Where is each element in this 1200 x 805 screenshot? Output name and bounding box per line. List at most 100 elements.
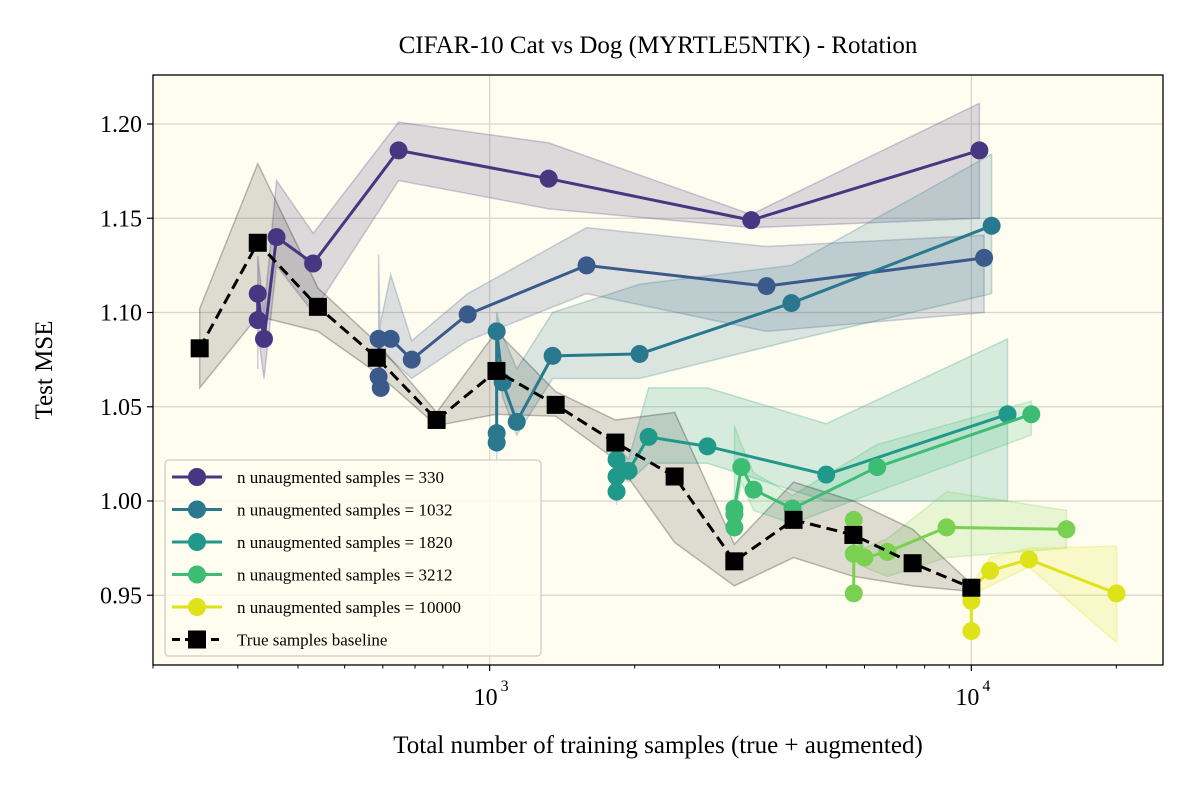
- legend-entry: n unaugmented samples = 1032: [172, 500, 452, 520]
- data-point: [619, 461, 638, 480]
- data-point: [698, 437, 717, 456]
- data-point: [606, 433, 625, 452]
- legend-marker: [188, 630, 206, 649]
- series-3: [607, 405, 1017, 501]
- series-2: [487, 216, 1001, 452]
- data-point: [962, 578, 981, 597]
- data-point: [1019, 550, 1038, 569]
- data-point: [757, 277, 776, 296]
- data-point: [725, 552, 744, 571]
- data-point: [402, 350, 421, 369]
- band-series-0: [257, 102, 981, 379]
- data-point: [665, 467, 684, 486]
- data-point: [487, 424, 506, 443]
- legend-marker: [188, 500, 206, 519]
- series-line: [198, 240, 972, 590]
- data-point: [630, 344, 649, 363]
- y-axis-label: Test MSE: [31, 321, 58, 420]
- y-tick-label: 0.95: [100, 583, 142, 609]
- y-tick-label: 1.20: [100, 112, 142, 138]
- data-point: [1057, 520, 1076, 539]
- data-point: [267, 228, 286, 247]
- data-point: [381, 329, 400, 348]
- series-0: [248, 141, 989, 348]
- legend-entry: n unaugmented samples = 330: [172, 468, 444, 487]
- data-point: [742, 211, 761, 230]
- chart-title: CIFAR-10 Cat vs Dog (MYRTLE5NTK) - Rotat…: [399, 32, 918, 59]
- data-point: [868, 458, 887, 477]
- x-tick-label: 10: [955, 685, 979, 711]
- legend-label: n unaugmented samples = 3212: [237, 566, 452, 585]
- data-point: [1022, 405, 1041, 424]
- data-point: [577, 256, 596, 275]
- data-point: [725, 499, 744, 518]
- data-point: [962, 622, 981, 641]
- legend-marker: [188, 533, 206, 551]
- legend-label: True samples baseline: [237, 631, 387, 650]
- data-point: [817, 465, 836, 484]
- x-tick-label-exponent: 4: [982, 678, 990, 695]
- data-point: [543, 346, 562, 365]
- data-point: [254, 329, 273, 348]
- data-point: [844, 525, 863, 544]
- data-point: [844, 584, 863, 603]
- data-point: [970, 141, 989, 160]
- data-point: [458, 305, 477, 324]
- data-point: [507, 412, 526, 431]
- legend-label: n unaugmented samples = 1032: [237, 501, 452, 520]
- data-point: [607, 450, 626, 469]
- data-point: [308, 297, 327, 316]
- data-point: [607, 482, 626, 501]
- legend-marker: [188, 565, 206, 584]
- data-point: [784, 510, 803, 529]
- legend-entry: True samples baseline: [172, 630, 387, 650]
- data-point: [427, 410, 446, 429]
- data-point: [546, 395, 565, 414]
- data-point: [975, 248, 994, 267]
- x-tick-label-exponent: 3: [501, 678, 509, 695]
- data-point: [389, 141, 408, 160]
- data-point: [487, 322, 506, 341]
- data-point: [539, 169, 558, 188]
- data-point: [937, 518, 956, 537]
- data-point: [903, 554, 922, 573]
- legend-label: n unaugmented samples = 10000: [237, 598, 461, 617]
- plot-frame: [152, 74, 1164, 666]
- data-point: [782, 294, 801, 313]
- data-point: [855, 548, 874, 567]
- data-point: [878, 542, 897, 561]
- data-point: [844, 510, 863, 529]
- legend-box: [164, 459, 542, 657]
- legend-label: n unaugmented samples = 1820: [237, 533, 452, 552]
- y-tick-label: 1.15: [100, 206, 142, 232]
- series-1: [369, 248, 994, 397]
- data-point: [1107, 584, 1126, 603]
- data-point: [732, 458, 751, 477]
- legend-entry: n unaugmented samples = 1820: [172, 533, 452, 552]
- data-point: [744, 480, 763, 499]
- data-point: [367, 348, 386, 367]
- legend-entry: n unaugmented samples = 3212: [172, 565, 452, 585]
- data-point: [998, 405, 1017, 424]
- legend-marker: [188, 468, 206, 486]
- legend-label: n unaugmented samples = 330: [237, 468, 444, 487]
- y-tick-label: 1.05: [100, 395, 142, 421]
- data-point: [248, 311, 267, 330]
- legend-entry: n unaugmented samples = 10000: [172, 598, 461, 617]
- series-lines: [190, 141, 1126, 641]
- data-point: [639, 427, 658, 446]
- data-point: [190, 339, 209, 358]
- data-point: [371, 378, 390, 397]
- y-tick-label: 1.00: [100, 489, 142, 515]
- series-5: [844, 510, 1076, 603]
- data-point: [982, 216, 1001, 235]
- series-7: [190, 233, 981, 597]
- data-point: [304, 254, 323, 273]
- data-point: [248, 284, 267, 303]
- data-point: [487, 361, 506, 380]
- legend-marker: [188, 598, 206, 616]
- y-tick-label: 1.10: [100, 301, 142, 327]
- x-axis-label: Total number of training samples (true +…: [393, 732, 923, 759]
